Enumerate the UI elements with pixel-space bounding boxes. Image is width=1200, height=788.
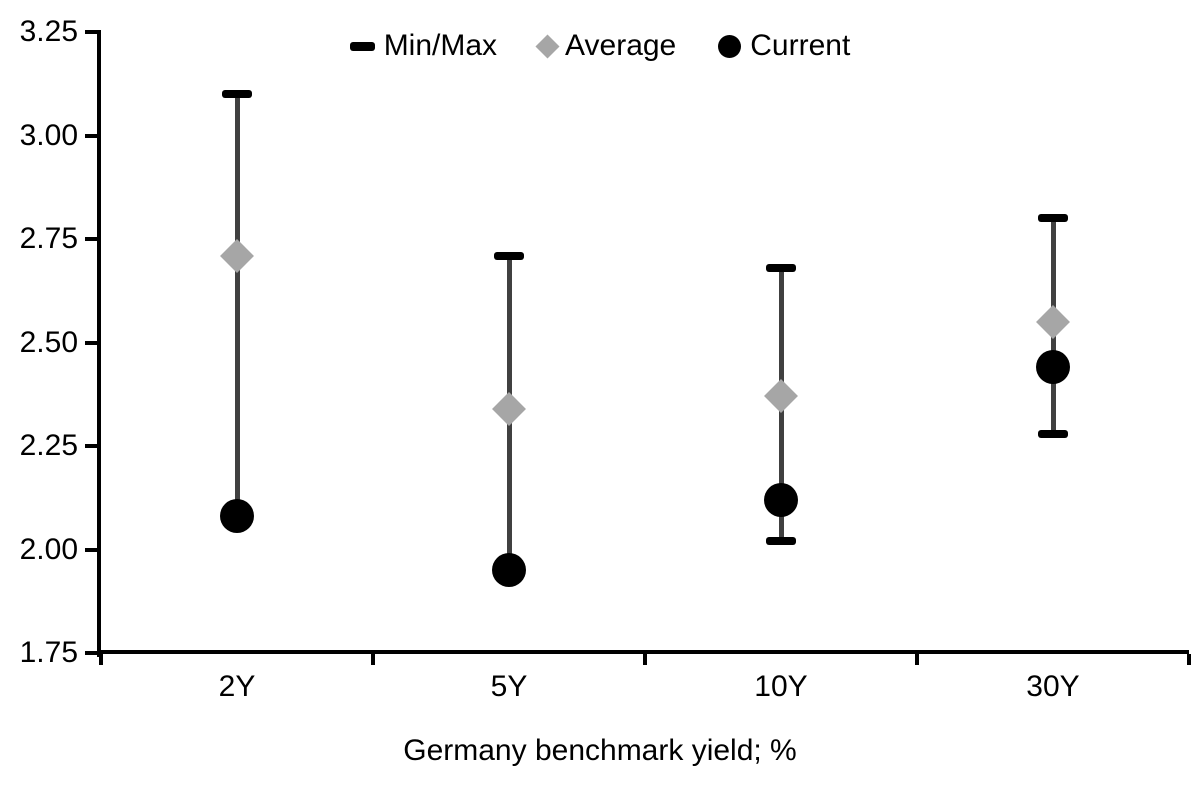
x-axis-line xyxy=(97,650,1189,654)
y-tick-label: 2.50 xyxy=(19,325,78,359)
legend-item-current: Current xyxy=(718,31,850,61)
current-circle-icon xyxy=(718,34,742,58)
y-axis-tick xyxy=(85,30,98,34)
max-cap xyxy=(222,90,252,99)
average-diamond xyxy=(764,379,798,414)
current-circle xyxy=(220,499,254,534)
average-diamond xyxy=(220,238,254,273)
x-axis-tick xyxy=(99,654,103,665)
x-axis-tick xyxy=(643,654,647,665)
current-circle xyxy=(492,553,526,588)
legend-label-current: Current xyxy=(750,29,851,62)
min-cap xyxy=(766,537,796,546)
average-diamond xyxy=(492,391,526,426)
legend-item-minmax: Min/Max xyxy=(349,29,498,62)
x-axis-tick xyxy=(371,654,375,665)
x-category-label: 10Y xyxy=(754,670,808,703)
y-axis-line xyxy=(97,30,101,657)
y-tick-label: 3.25 xyxy=(19,15,78,48)
y-tick-label: 1.75 xyxy=(19,636,78,669)
y-axis-tick xyxy=(85,547,98,552)
legend-label-average: Average xyxy=(565,29,677,62)
range-line xyxy=(234,94,240,517)
max-cap xyxy=(494,251,524,260)
average-diamond-icon xyxy=(535,33,560,59)
y-axis-tick xyxy=(85,133,98,138)
y-axis-tick xyxy=(85,237,98,241)
max-cap xyxy=(1038,214,1068,223)
x-axis-title: Germany benchmark yield; % xyxy=(403,734,797,767)
legend-label-minmax: Min/Max xyxy=(383,29,498,62)
max-cap xyxy=(766,263,796,272)
y-tick-label: 2.00 xyxy=(19,532,78,566)
current-circle xyxy=(764,482,798,517)
minmax-dash-icon xyxy=(349,41,375,51)
y-tick-label: 3.00 xyxy=(19,118,78,152)
y-tick-label: 2.75 xyxy=(19,222,78,255)
y-tick-label: 2.25 xyxy=(19,429,78,462)
x-axis-tick xyxy=(1187,654,1191,665)
y-axis-tick xyxy=(85,444,98,448)
x-category-label: 2Y xyxy=(218,670,256,703)
y-axis-tick xyxy=(85,340,98,345)
x-category-label: 30Y xyxy=(1026,670,1080,703)
average-diamond xyxy=(1036,304,1070,339)
x-axis-tick xyxy=(915,654,919,665)
current-circle xyxy=(1036,350,1070,385)
chart-legend: Min/Max Average Current xyxy=(0,31,1200,61)
legend-item-average: Average xyxy=(535,29,677,62)
y-axis-tick xyxy=(85,651,98,655)
min-cap xyxy=(1038,429,1068,438)
x-category-label: 5Y xyxy=(490,670,528,703)
